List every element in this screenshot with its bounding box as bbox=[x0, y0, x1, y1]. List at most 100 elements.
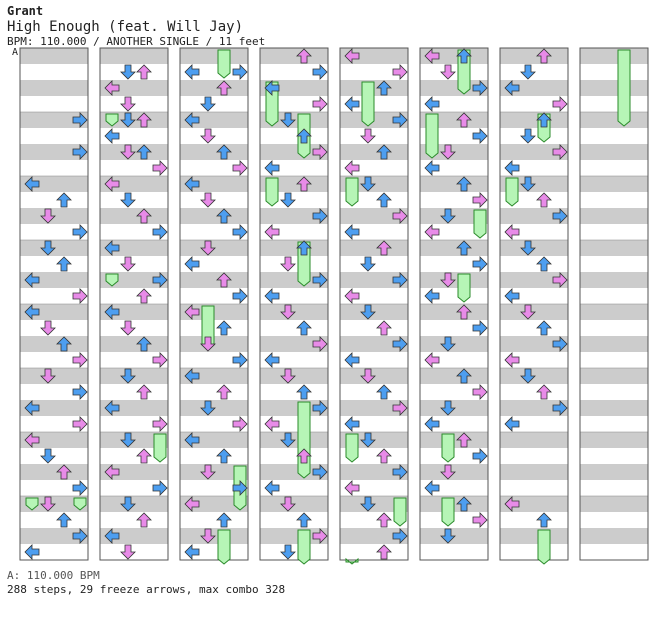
step-arrow bbox=[552, 208, 568, 224]
column-border bbox=[419, 47, 489, 561]
step-arrow bbox=[504, 160, 520, 176]
step-arrow bbox=[504, 224, 520, 240]
step-arrow bbox=[72, 288, 88, 304]
step-arrow bbox=[72, 224, 88, 240]
freeze-arrow bbox=[361, 81, 375, 127]
step-arrow bbox=[72, 480, 88, 496]
beat-stripe bbox=[100, 400, 168, 416]
step-arrow bbox=[472, 192, 488, 208]
step-arrow bbox=[120, 112, 136, 128]
column-border bbox=[499, 47, 569, 561]
step-arrow bbox=[536, 512, 552, 528]
step-arrow bbox=[56, 192, 72, 208]
step-arrow bbox=[216, 144, 232, 160]
step-arrow bbox=[392, 400, 408, 416]
step-chart bbox=[19, 47, 649, 565]
step-arrow bbox=[24, 544, 40, 560]
step-arrow bbox=[296, 448, 312, 464]
beat-stripe bbox=[180, 144, 248, 160]
step-arrow bbox=[376, 144, 392, 160]
beat-stripe bbox=[100, 240, 168, 256]
step-arrow bbox=[440, 528, 456, 544]
step-arrow bbox=[104, 464, 120, 480]
step-arrow bbox=[552, 96, 568, 112]
step-arrow bbox=[200, 400, 216, 416]
beat-stripe bbox=[580, 304, 648, 320]
freeze-arrow bbox=[73, 497, 87, 511]
step-arrow bbox=[296, 512, 312, 528]
step-arrow bbox=[280, 368, 296, 384]
step-arrow bbox=[184, 432, 200, 448]
freeze-arrow bbox=[105, 113, 119, 127]
step-arrow bbox=[24, 400, 40, 416]
step-arrow bbox=[536, 48, 552, 64]
freeze-arrow bbox=[537, 529, 551, 565]
step-arrow bbox=[424, 416, 440, 432]
beat-stripe bbox=[500, 80, 568, 96]
step-arrow bbox=[56, 464, 72, 480]
beat-stripe bbox=[580, 496, 648, 512]
step-arrow bbox=[120, 368, 136, 384]
step-arrow bbox=[360, 128, 376, 144]
step-arrow bbox=[392, 464, 408, 480]
freeze-arrow bbox=[345, 177, 359, 207]
chart-meta: BPM: 110.000 / ANOTHER SINGLE / 11 feet bbox=[7, 35, 266, 48]
beat-stripe bbox=[340, 336, 408, 352]
beat-stripe bbox=[180, 112, 248, 128]
beat-stripe bbox=[500, 208, 568, 224]
step-arrow bbox=[200, 128, 216, 144]
step-arrow bbox=[264, 288, 280, 304]
step-arrow bbox=[456, 240, 472, 256]
beat-stripe bbox=[180, 176, 248, 192]
column-border bbox=[339, 47, 409, 561]
step-arrow bbox=[152, 160, 168, 176]
step-arrow bbox=[536, 320, 552, 336]
section-marker: A bbox=[12, 47, 19, 58]
column-border bbox=[259, 47, 329, 561]
step-arrow bbox=[552, 336, 568, 352]
step-arrow bbox=[360, 432, 376, 448]
step-arrow bbox=[392, 112, 408, 128]
step-arrow bbox=[120, 496, 136, 512]
step-arrow bbox=[360, 368, 376, 384]
step-arrow bbox=[552, 272, 568, 288]
beat-stripe bbox=[420, 368, 488, 384]
step-arrow bbox=[424, 352, 440, 368]
step-arrow bbox=[264, 160, 280, 176]
chart-column bbox=[19, 47, 89, 561]
step-arrow bbox=[456, 304, 472, 320]
beat-stripe bbox=[20, 144, 88, 160]
beat-stripe bbox=[20, 336, 88, 352]
step-arrow bbox=[72, 416, 88, 432]
step-arrow bbox=[232, 224, 248, 240]
beat-stripe bbox=[260, 144, 328, 160]
step-arrow bbox=[360, 176, 376, 192]
step-arrow bbox=[456, 496, 472, 512]
step-arrow bbox=[104, 128, 120, 144]
step-arrow bbox=[232, 416, 248, 432]
step-arrow bbox=[72, 352, 88, 368]
step-arrow bbox=[264, 352, 280, 368]
freeze-arrow bbox=[425, 113, 439, 159]
step-arrow bbox=[536, 192, 552, 208]
beat-stripe bbox=[580, 48, 648, 64]
step-arrow bbox=[472, 128, 488, 144]
beat-stripe bbox=[180, 496, 248, 512]
step-arrow bbox=[552, 400, 568, 416]
step-arrow bbox=[200, 528, 216, 544]
freeze-arrow bbox=[25, 497, 39, 511]
step-arrow bbox=[184, 64, 200, 80]
beat-stripe bbox=[20, 528, 88, 544]
step-arrow bbox=[312, 528, 328, 544]
beat-stripe bbox=[500, 400, 568, 416]
freeze-arrow bbox=[345, 557, 359, 565]
step-arrow bbox=[136, 512, 152, 528]
beat-stripe bbox=[580, 176, 648, 192]
step-arrow bbox=[312, 208, 328, 224]
step-arrow bbox=[504, 352, 520, 368]
beat-stripe bbox=[180, 48, 248, 64]
beat-stripe bbox=[340, 208, 408, 224]
step-arrow bbox=[120, 96, 136, 112]
bpm-summary: A: 110.000 BPM bbox=[7, 569, 100, 582]
step-arrow bbox=[104, 304, 120, 320]
